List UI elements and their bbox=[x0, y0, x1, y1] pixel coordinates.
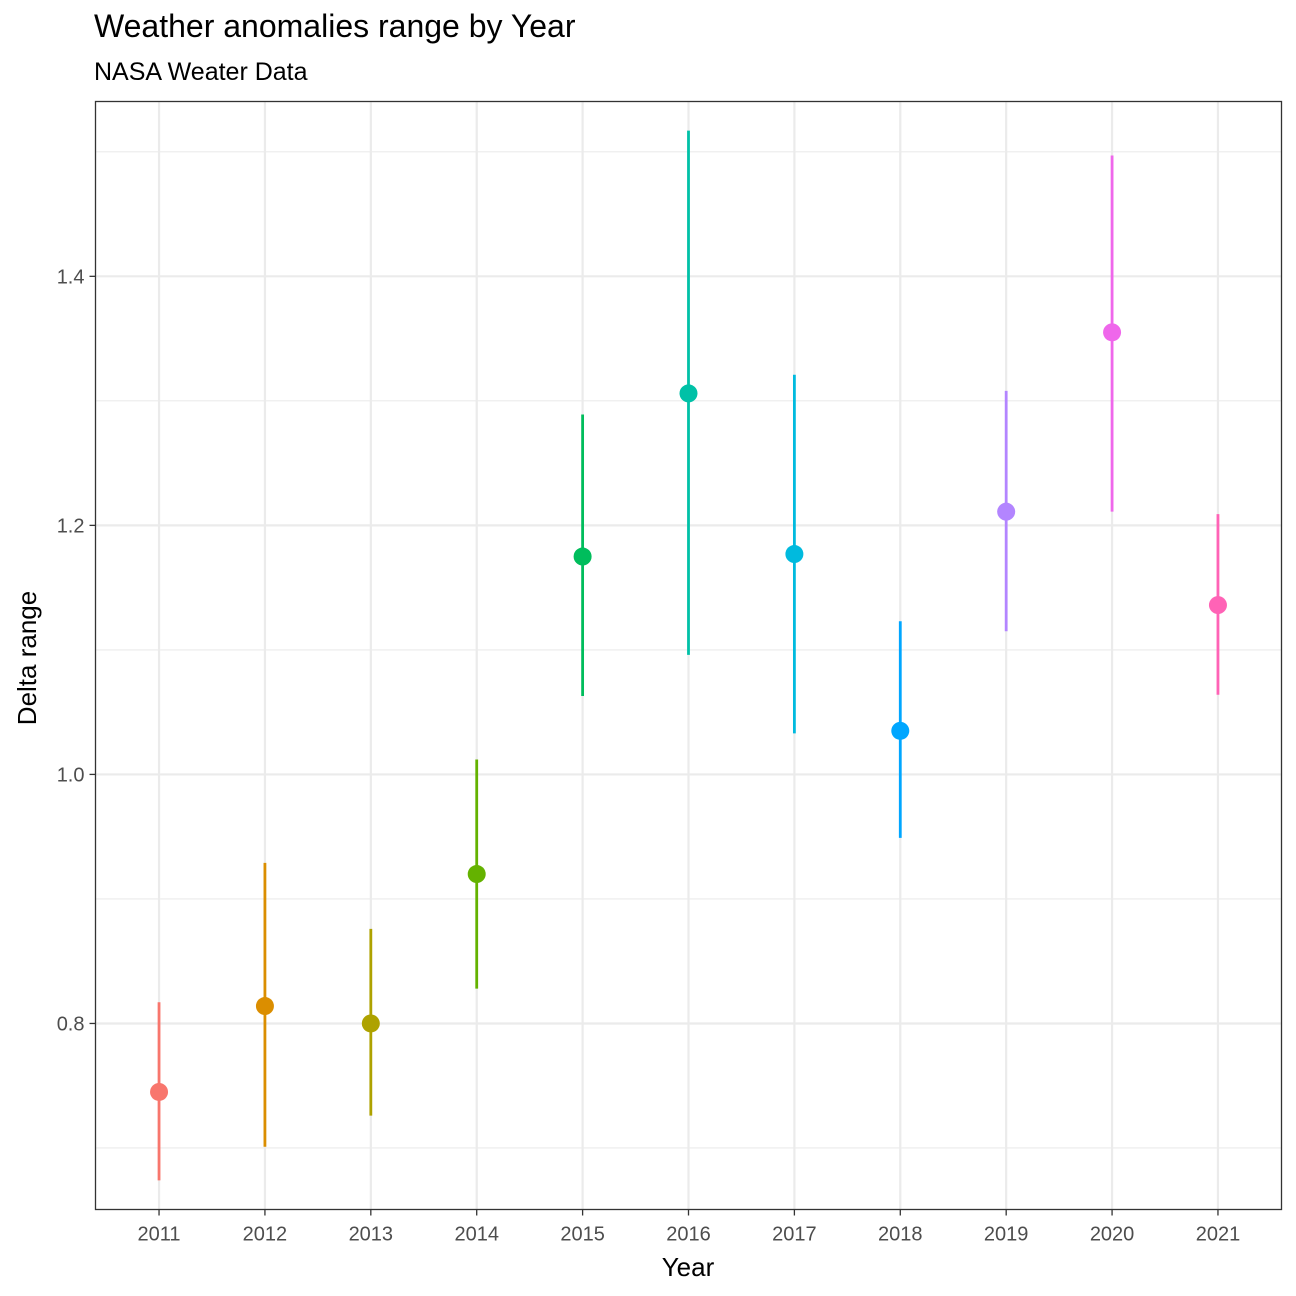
x-axis-title: Year bbox=[662, 1252, 715, 1282]
x-tick-label: 2020 bbox=[1090, 1224, 1135, 1246]
points bbox=[150, 323, 1227, 1101]
data-point bbox=[361, 1014, 380, 1033]
y-tick-label: 1.0 bbox=[57, 764, 85, 786]
tick-labels: 0.8 1.0 1.2 1.4 2011 2012 2013 2014 2015 2016 2017… bbox=[57, 266, 1241, 1245]
data-point bbox=[679, 384, 698, 403]
data-point bbox=[1103, 323, 1122, 342]
data-point bbox=[1208, 596, 1227, 615]
data-point bbox=[997, 502, 1016, 521]
x-tick-label: 2017 bbox=[772, 1224, 817, 1246]
x-tick-label: 2016 bbox=[666, 1224, 711, 1246]
y-tick-label: 1.2 bbox=[57, 515, 85, 537]
chart-title: Weather anomalies range by Year bbox=[94, 8, 576, 44]
x-tick-label: 2015 bbox=[560, 1224, 605, 1246]
x-tick-label: 2011 bbox=[138, 1224, 181, 1246]
data-point bbox=[785, 545, 804, 564]
x-tick-label: 2013 bbox=[349, 1224, 394, 1246]
x-tick-label: 2012 bbox=[243, 1224, 288, 1246]
axis-ticks bbox=[89, 275, 1219, 1216]
data-point bbox=[150, 1082, 169, 1101]
x-tick-label: 2019 bbox=[984, 1224, 1029, 1246]
y-axis-title: Delta range bbox=[12, 591, 42, 725]
y-tick-label: 0.8 bbox=[57, 1013, 85, 1035]
data-point bbox=[573, 547, 592, 566]
x-tick-label: 2014 bbox=[454, 1224, 499, 1246]
data-point bbox=[891, 721, 910, 740]
x-tick-label: 2021 bbox=[1196, 1224, 1241, 1246]
data-point bbox=[467, 865, 486, 884]
data-point bbox=[255, 997, 274, 1016]
x-tick-label: 2018 bbox=[878, 1224, 923, 1246]
y-tick-label: 1.4 bbox=[57, 266, 85, 288]
chart-subtitle: NASA Weater Data bbox=[94, 58, 308, 86]
